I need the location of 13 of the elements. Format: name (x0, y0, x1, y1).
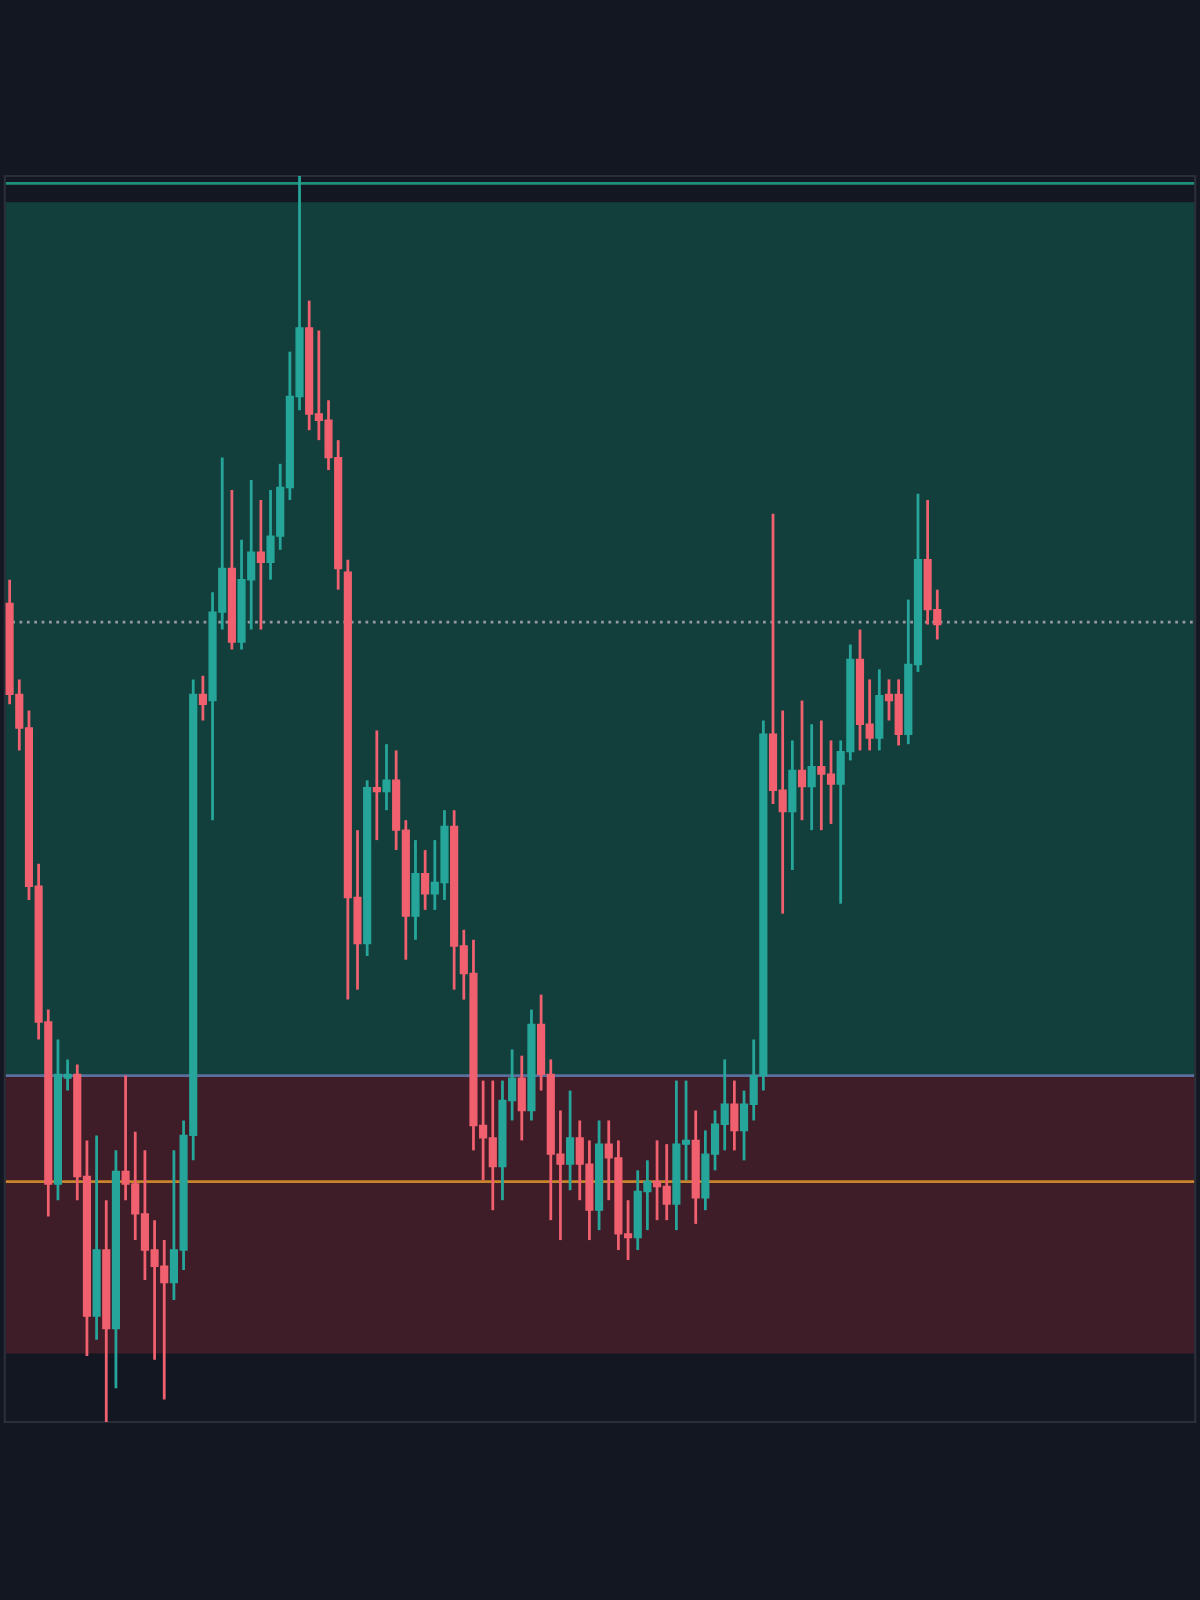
candlestick (411, 838, 420, 942)
candlestick (807, 722, 816, 832)
candlestick (372, 729, 381, 842)
candlestick (421, 848, 430, 912)
candlestick (382, 742, 391, 812)
candlestick (517, 1054, 526, 1142)
candlestick (797, 699, 807, 822)
candlestick (566, 1089, 575, 1192)
candlestick (256, 498, 265, 631)
candlestick (788, 739, 797, 872)
candlestick (730, 1079, 739, 1152)
candlestick (198, 674, 207, 722)
candlestick (875, 668, 884, 752)
